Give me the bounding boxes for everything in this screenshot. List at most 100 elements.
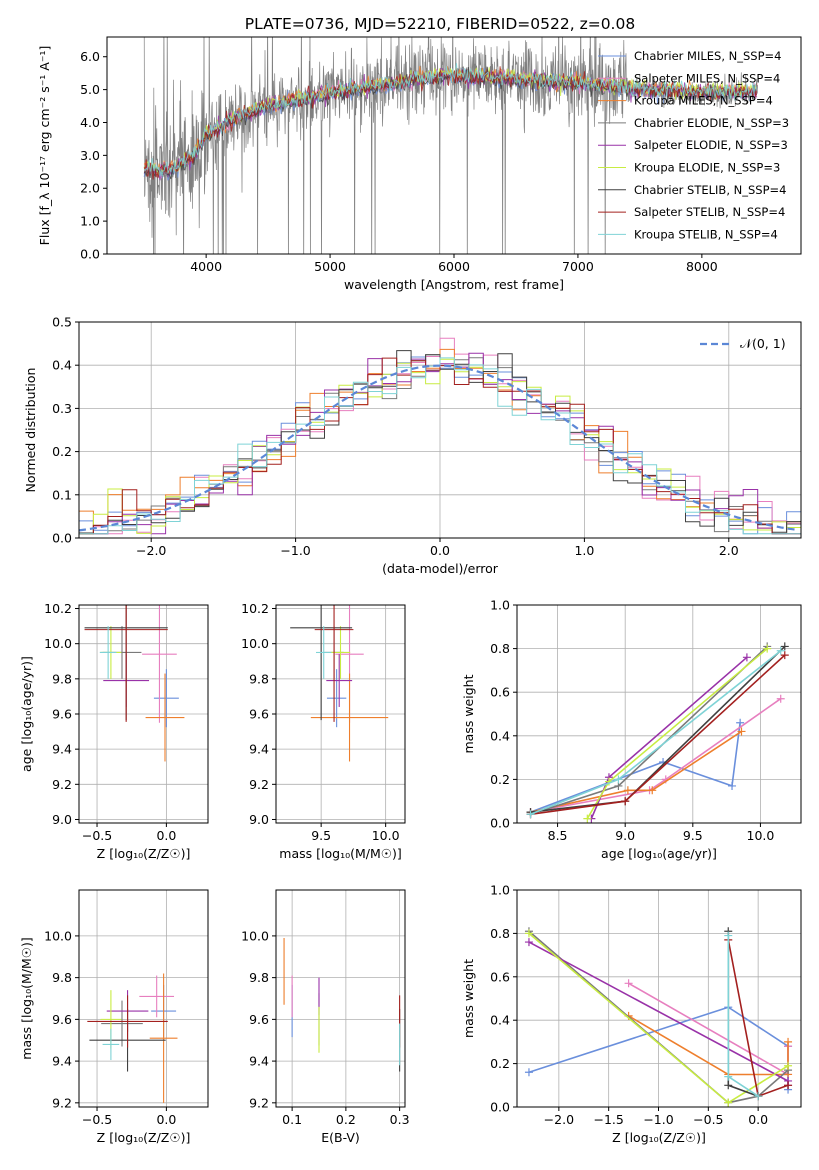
x-tick-label: −0.5 [82, 828, 112, 843]
axes-decoration-residuals: −2.0 −1.0 0.0 1.0 2.0 0.0 0.1 0.2 0.3 0.4 0.5 (data… [23, 315, 802, 576]
x-axis-label: age [log₁₀(age/yr)] [601, 846, 717, 861]
x-tick-label: 0.0 [430, 543, 450, 558]
y-tick-label: 0.4 [490, 728, 510, 743]
y-axis-label: age [log₁₀(age/yr)] [19, 656, 34, 772]
y-tick-label: 0.0 [80, 247, 100, 262]
x-tick-label: 8000 [686, 259, 718, 274]
x-tick-label: 0.1 [282, 1112, 302, 1127]
x-tick-label: −1.5 [593, 1112, 623, 1127]
plot-area-mass_weight_vs_Z [524, 927, 793, 1107]
y-tick-label: 9.4 [249, 742, 269, 757]
residual-histogram [79, 358, 801, 535]
y-axis-label: mass weight [461, 959, 476, 1038]
y-tick-label: 0.6 [490, 969, 510, 984]
y-tick-label: 1.0 [490, 883, 510, 898]
x-tick-label: 8.5 [548, 828, 568, 843]
weight-line [528, 930, 789, 1104]
y-tick-label: 9.8 [249, 671, 269, 686]
y-tick-label: 9.2 [249, 777, 269, 792]
x-tick-label: −2.0 [544, 1112, 574, 1127]
weight-marker [524, 929, 533, 938]
chart-spectrum: 4000 5000 6000 7000 8000 0.0 1.0 2.0 3.0 4.0 5.0 6.… [37, 36, 802, 292]
legend-label: Chabrier STELIB, N_SSP=4 [634, 183, 786, 197]
x-tick-label: −1.0 [280, 543, 310, 558]
weight-marker [524, 1068, 533, 1077]
weight-marker [724, 1072, 733, 1081]
x-axis-label: (data-model)/error [382, 561, 499, 576]
x-tick-label: −0.5 [82, 1112, 112, 1127]
y-tick-label: 0.0 [490, 1100, 510, 1115]
x-tick-label: 7000 [562, 259, 594, 274]
x-tick-label: 2.0 [719, 543, 739, 558]
y-tick-label: 9.2 [249, 1095, 269, 1110]
weight-marker [784, 1037, 793, 1046]
legend-label: Salpeter ELODIE, N_SSP=3 [634, 138, 788, 152]
weight-marker [724, 1098, 733, 1107]
axes-decoration-age_vs_mass: 9.5 10.0 9.0 9.2 9.4 9.6 9.8 10.0 10.2 mass [log₁… [241, 601, 406, 861]
y-tick-label: 1.0 [80, 214, 100, 229]
y-tick-label: 0.0 [52, 531, 72, 546]
weight-marker [728, 781, 737, 790]
chart-mass_weight_vs_Z: −2.0 −1.5 −1.0 −0.5 0.0 0.0 0.2 0.4 0.6 0.8 1.0 Z [… [461, 883, 802, 1145]
chart-age_vs_mass: 9.5 10.0 9.0 9.2 9.4 9.6 9.8 10.0 10.2 mass [log₁… [241, 601, 406, 861]
chart-residuals: −2.0 −1.0 0.0 1.0 2.0 0.0 0.1 0.2 0.3 0.4 0.5 (data… [23, 315, 802, 576]
y-tick-label: 6.0 [80, 49, 100, 64]
axes-decoration-mass_vs_Z: −0.5 0.0 9.2 9.4 9.6 9.8 10.0 Z [log₁₀(Z/Z☉)] ma… [19, 889, 209, 1145]
y-tick-label: 0.2 [52, 444, 72, 459]
chart-mass_vs_ebv: 0.1 0.2 0.3 9.2 9.4 9.6 9.8 10.0 E(B-V) [241, 889, 410, 1145]
y-tick-label: 3.0 [80, 148, 100, 163]
chart-age_vs_Z: −0.5 0.0 9.0 9.2 9.4 9.6 9.8 10.0 10.2 Z [log₁₀(Z… [19, 601, 209, 861]
x-tick-label: 4000 [190, 259, 222, 274]
y-tick-label: 0.2 [490, 772, 510, 787]
plot-area-mass_vs_ebv [283, 937, 401, 1072]
x-tick-label: 10.0 [372, 828, 400, 843]
y-tick-label: 10.0 [44, 928, 72, 943]
axes-frame [275, 889, 406, 1108]
weight-marker [784, 1061, 793, 1070]
weight-marker [648, 786, 657, 795]
chart-mass_vs_Z: −0.5 0.0 9.2 9.4 9.6 9.8 10.0 Z [log₁₀(Z/Z☉)] ma… [19, 889, 209, 1145]
gaussian-legend-label: 𝒩(0, 1) [740, 336, 786, 351]
plot-area-age_vs_mass [290, 605, 389, 762]
weight-marker [524, 938, 533, 947]
x-tick-label: 0.0 [156, 1112, 176, 1127]
y-tick-label: 10.2 [44, 601, 72, 616]
weight-marker [624, 979, 633, 988]
y-tick-label: 0.4 [490, 1013, 510, 1028]
weight-marker [780, 642, 789, 651]
y-axis-label: Flux [f_λ 10⁻¹⁷ erg cm⁻² s⁻¹ A⁻¹] [37, 46, 52, 246]
y-tick-label: 10.0 [241, 928, 269, 943]
legend-label: Kroupa STELIB, N_SSP=4 [634, 227, 778, 241]
weight-marker [780, 651, 789, 660]
y-tick-label: 9.8 [249, 970, 269, 985]
weight-marker [776, 694, 785, 703]
y-tick-label: 9.6 [52, 1012, 72, 1027]
y-tick-label: 0.3 [52, 401, 72, 416]
axes-decoration-mass_vs_ebv: 0.1 0.2 0.3 9.2 9.4 9.6 9.8 10.0 E(B-V) [241, 889, 410, 1145]
axes-decoration-age_vs_Z: −0.5 0.0 9.0 9.2 9.4 9.6 9.8 10.0 10.2 Z [log₁₀(Z… [19, 601, 209, 861]
axes-frame [78, 889, 209, 1108]
y-tick-label: 9.4 [52, 742, 72, 757]
weight-marker [736, 718, 745, 727]
weight-marker [784, 1081, 793, 1090]
y-tick-label: 0.0 [490, 816, 510, 831]
y-axis-label: mass [log₁₀(M/M☉)] [19, 937, 34, 1059]
y-tick-label: 9.8 [52, 671, 72, 686]
weight-marker [621, 797, 630, 806]
x-tick-label: −1.0 [643, 1112, 673, 1127]
model-spectrum-line [143, 63, 758, 177]
weight-marker [776, 646, 785, 655]
axes-decoration-spectrum: 4000 5000 6000 7000 8000 0.0 1.0 2.0 3.0 4.0 5.0 6.… [37, 36, 802, 292]
x-axis-label: Z [log₁₀(Z/Z☉)] [97, 846, 191, 861]
x-axis-label: E(B-V) [321, 1130, 360, 1145]
legend-label: Kroupa MILES, N_SSP=4 [634, 94, 773, 108]
weight-marker [724, 931, 733, 940]
chart-mass_weight_vs_age: 8.5 9.0 9.5 10.0 0.0 0.2 0.4 0.6 0.8 1.0 age [log₁… [461, 598, 802, 861]
y-tick-label: 9.6 [249, 707, 269, 722]
y-tick-label: 9.0 [249, 812, 269, 827]
y-tick-label: 9.0 [52, 812, 72, 827]
x-tick-label: 1.0 [574, 543, 594, 558]
x-tick-label: 9.5 [311, 828, 331, 843]
y-tick-label: 10.0 [241, 636, 269, 651]
